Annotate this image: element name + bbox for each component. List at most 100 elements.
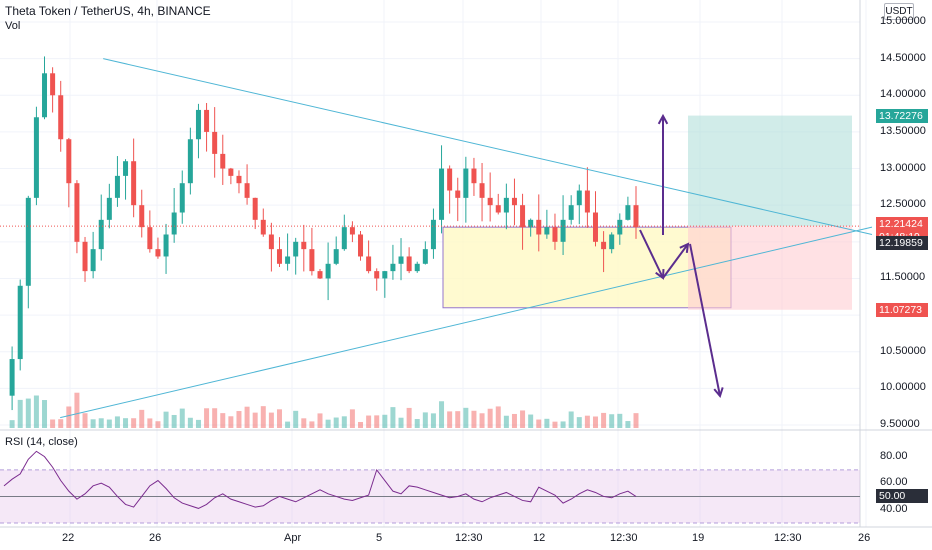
volume-bar: [568, 411, 574, 428]
candle: [114, 175, 120, 198]
volume-bar: [179, 408, 185, 428]
candle: [495, 205, 501, 213]
candle: [568, 205, 574, 220]
arrow-up-head: [657, 113, 669, 125]
candle: [430, 219, 436, 250]
candle: [293, 241, 299, 257]
price-label: 12.21424: [876, 217, 928, 232]
volume-bar: [495, 406, 501, 428]
candle: [503, 197, 509, 213]
candle: [179, 183, 185, 213]
volume-bar: [317, 413, 323, 428]
candle: [333, 249, 339, 264]
time-tick: 19: [692, 532, 705, 544]
rsi-label[interactable]: RSI (14, close): [5, 436, 78, 448]
candle: [301, 241, 307, 250]
volume-bar: [309, 421, 315, 428]
candle: [382, 271, 388, 279]
candle: [390, 263, 396, 272]
volume-bar: [382, 414, 388, 428]
candle: [17, 285, 23, 360]
candle: [560, 219, 566, 242]
candle: [358, 234, 364, 257]
chart-title[interactable]: Theta Token / TetherUS, 4h, BINANCE: [5, 4, 211, 18]
volume-bar: [479, 413, 485, 428]
time-tick: 26: [149, 532, 162, 544]
volume-bar: [520, 410, 526, 428]
target-zone: [688, 115, 852, 227]
candle: [536, 219, 542, 235]
price-tick: 14.00000: [880, 88, 926, 101]
candle: [309, 249, 315, 272]
candle: [260, 219, 266, 235]
price-tick: 9.50000: [880, 418, 920, 430]
price-label: 11.07273: [876, 302, 928, 317]
price-tick: 15.00000: [880, 15, 926, 27]
arrow-down-2-head: [713, 387, 724, 399]
candle: [414, 263, 420, 272]
candle: [195, 109, 201, 140]
candle: [228, 168, 234, 176]
volume-label[interactable]: Vol: [5, 20, 21, 32]
candle: [325, 263, 331, 279]
candle: [42, 73, 48, 118]
candle: [455, 190, 461, 198]
candle: [406, 256, 412, 272]
volume-bar: [268, 412, 274, 428]
trendline-ascending: [60, 226, 873, 419]
arrow-up-2-head: [679, 242, 690, 254]
candle: [236, 175, 242, 184]
volume-bar: [374, 415, 380, 428]
price-label: 12.19859: [876, 236, 928, 251]
volume-bar: [422, 412, 428, 428]
volume-bar: [592, 416, 598, 428]
candle: [601, 241, 607, 250]
volume-bar: [74, 392, 80, 428]
volume-bar: [131, 418, 137, 428]
volume-bar: [276, 409, 282, 428]
candle: [276, 249, 282, 264]
candle: [317, 271, 323, 279]
candle: [520, 205, 526, 228]
candle: [244, 183, 250, 198]
volume-bar: [244, 406, 250, 428]
volume-bar: [293, 410, 299, 428]
volume-bar: [341, 416, 347, 428]
candle: [511, 197, 517, 206]
volume-bar: [220, 413, 226, 428]
rsi-tick: 80.00: [880, 449, 908, 462]
volume-bar: [58, 419, 64, 428]
candle: [106, 197, 112, 220]
time-tick: 12:30: [455, 532, 483, 544]
volume-bar: [171, 414, 177, 428]
volume-bar: [414, 419, 420, 428]
volume-bar: [147, 418, 153, 428]
price-tick: 10.50000: [880, 344, 926, 357]
time-tick: 12:30: [610, 532, 638, 544]
candle: [74, 183, 80, 242]
volume-bar: [430, 413, 436, 428]
volume-bar: [212, 408, 218, 428]
candle: [544, 227, 550, 235]
volume-bar: [366, 415, 372, 428]
volume-bar: [25, 398, 31, 428]
volume-bar: [204, 408, 210, 428]
time-tick: 12: [533, 532, 546, 544]
candle: [584, 190, 590, 213]
currency-badge[interactable]: USDT: [884, 3, 914, 20]
candle: [592, 212, 598, 242]
volume-bar: [617, 413, 623, 428]
candle: [58, 95, 64, 140]
volume-bar: [285, 421, 291, 428]
volume-bar: [406, 407, 412, 428]
volume-bar: [187, 417, 193, 428]
candle: [187, 139, 193, 184]
volume-bar: [155, 421, 161, 428]
price-tick: 13.00000: [880, 161, 926, 174]
volume-bar: [252, 412, 258, 428]
volume-bar: [560, 421, 566, 428]
price-label: 13.72276: [876, 108, 928, 123]
candle: [139, 205, 145, 228]
